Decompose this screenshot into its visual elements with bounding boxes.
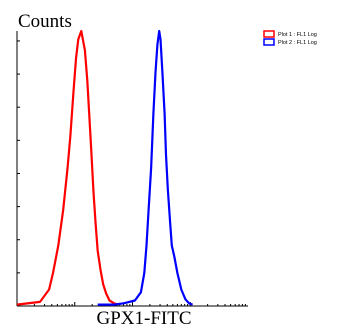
legend-swatch-1 bbox=[263, 30, 275, 38]
series-2-line bbox=[97, 29, 193, 306]
series-1-line bbox=[16, 29, 119, 306]
legend-label-1: Plot 1 : FL1 Log bbox=[278, 32, 317, 38]
x-axis-label: GPX1-FITC bbox=[96, 308, 191, 329]
legend: Plot 1 : FL1 Log Plot 2 : FL1 Log bbox=[263, 30, 317, 46]
plot-area bbox=[16, 29, 248, 307]
legend-label-2: Plot 2 : FL1 Log bbox=[278, 40, 317, 46]
y-axis-label: Counts bbox=[18, 11, 72, 32]
legend-swatch-2 bbox=[263, 38, 275, 46]
